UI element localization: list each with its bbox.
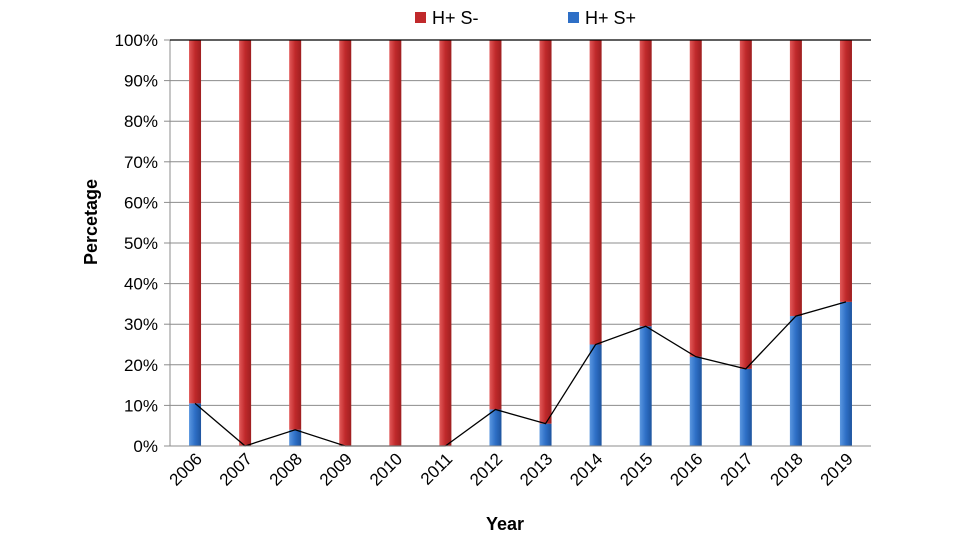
trend-line — [194, 301, 847, 447]
y-tick-label: 90% — [124, 72, 158, 91]
x-tick-label: 2010 — [366, 449, 406, 489]
legend-label-h-s-minus: H+ S- — [432, 8, 479, 28]
bar-h-s-plus — [689, 356, 702, 446]
legend-item-h-s-minus: H+ S- — [415, 8, 479, 28]
x-tick-label: 2008 — [266, 449, 306, 489]
y-tick-label: 30% — [124, 315, 158, 334]
x-tick-label: 2013 — [516, 449, 556, 489]
y-axis-title: Percetage — [81, 179, 101, 265]
bar-h-s-plus — [789, 316, 802, 446]
bar-h-s-minus — [289, 40, 302, 430]
x-tick-label: 2018 — [767, 449, 807, 489]
x-tick-label: 2009 — [316, 449, 356, 489]
x-tick-label: 2007 — [216, 449, 256, 489]
bar-h-s-minus — [639, 40, 652, 327]
legend-swatch-blue — [568, 12, 579, 23]
legend: H+ S- H+ S+ — [415, 8, 636, 28]
legend-item-h-s-plus: H+ S+ — [568, 8, 636, 28]
x-tick-label: 2012 — [466, 449, 506, 489]
y-tick-labels: 0% 10% 20% 30% 40% 50% 60% 70% 80% 90% 100% — [115, 31, 158, 456]
x-tick-label: 2006 — [166, 449, 206, 489]
y-tick-label: 0% — [133, 437, 158, 456]
bar-h-s-minus — [389, 40, 402, 446]
axes — [169, 39, 871, 447]
bar-h-s-minus — [239, 40, 252, 446]
y-tick-label: 10% — [124, 396, 158, 415]
bar-h-s-plus — [539, 423, 552, 446]
y-tick-label: 60% — [124, 193, 158, 212]
bar-h-s-plus — [839, 301, 852, 446]
x-tick-label: 2014 — [566, 449, 606, 489]
bar-h-s-plus — [639, 326, 652, 446]
bar-h-s-minus — [689, 40, 702, 357]
x-tick-label: 2015 — [616, 449, 656, 489]
x-axis-title: Year — [486, 514, 524, 534]
y-tick-label: 80% — [124, 112, 158, 131]
bar-h-s-plus — [489, 409, 502, 446]
bar-h-s-plus — [289, 429, 302, 446]
bar-h-s-plus — [189, 403, 202, 446]
bar-h-s-minus — [789, 40, 802, 317]
y-tick-label: 40% — [124, 275, 158, 294]
y-tick-label: 50% — [124, 234, 158, 253]
y-tick-label: 100% — [115, 31, 158, 50]
bars — [189, 40, 852, 446]
bar-h-s-plus — [589, 344, 602, 446]
trend-line-layer — [194, 301, 847, 447]
x-tick-label: 2011 — [417, 449, 456, 488]
x-tick-labels: 2006 2007 2008 2009 2010 2011 2012 2013 2014 2015… — [166, 449, 857, 489]
bar-h-s-minus — [339, 40, 352, 446]
y-tick-label: 70% — [124, 153, 158, 172]
bar-h-s-minus — [189, 40, 202, 404]
legend-swatch-red — [415, 12, 426, 23]
bar-h-s-minus — [439, 40, 452, 446]
x-tick-label: 2017 — [716, 449, 756, 489]
bar-h-s-minus — [839, 40, 852, 302]
bar-h-s-minus — [539, 40, 552, 424]
x-tick-label: 2019 — [817, 449, 857, 489]
bar-h-s-plus — [739, 368, 752, 446]
y-tick-label: 20% — [124, 356, 158, 375]
bar-h-s-minus — [739, 40, 752, 369]
gridlines — [164, 39, 871, 447]
x-tick-label: 2016 — [666, 449, 706, 489]
bar-h-s-minus — [589, 40, 602, 345]
bar-h-s-minus — [489, 40, 502, 410]
legend-label-h-s-plus: H+ S+ — [585, 8, 636, 28]
